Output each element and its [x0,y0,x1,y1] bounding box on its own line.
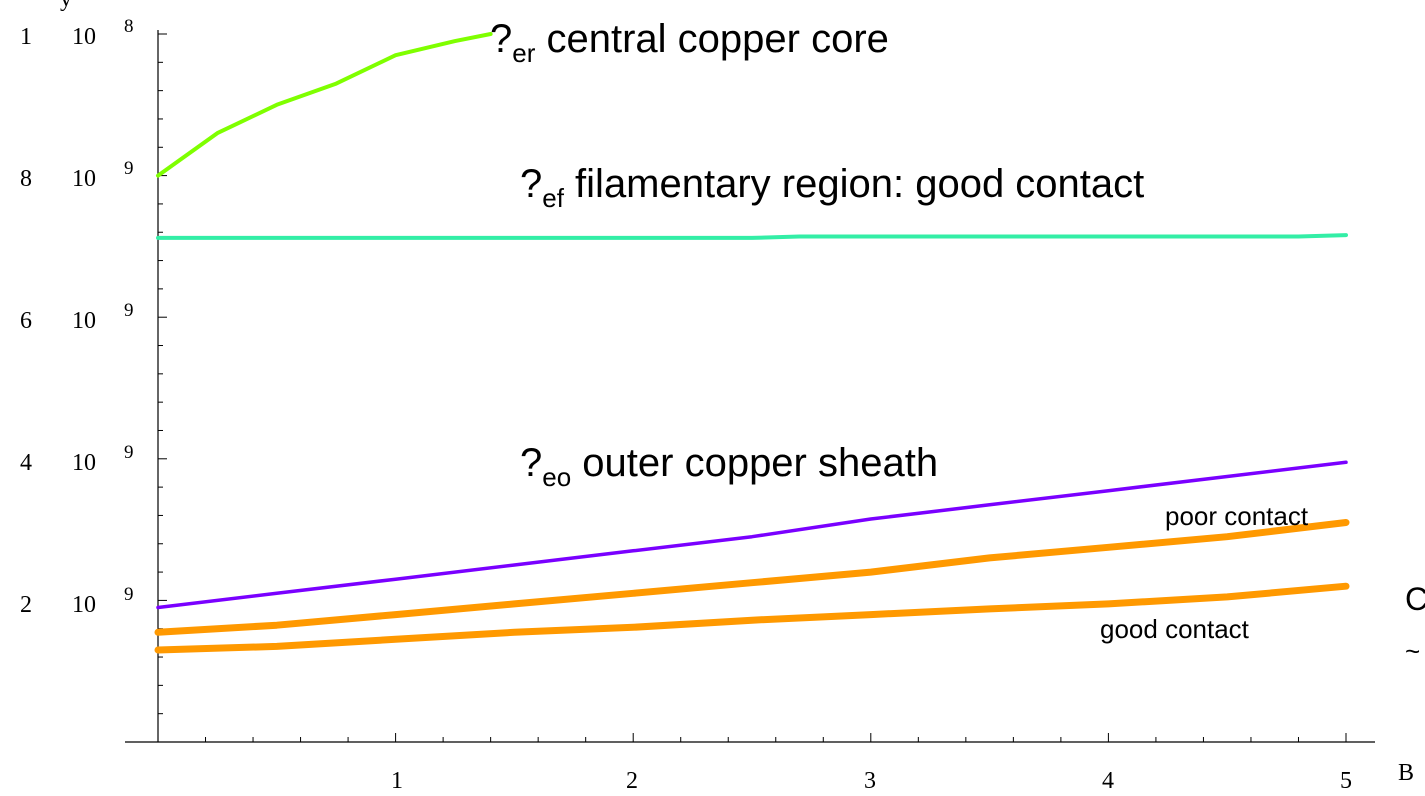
svg-text:10: 10 [72,592,96,618]
label-outer-copper-sheath: ?eo outer copper sheath [520,441,938,492]
label-good-contact: good contact [1100,614,1250,644]
svg-text:10: 10 [72,166,96,192]
svg-text:8: 8 [124,16,134,37]
svg-text:9: 9 [124,158,134,179]
x-tick-label: 5 [1340,768,1352,794]
series-line-outer-copper-sheath [156,460,1348,610]
y-tick-label: 6 10 9 [20,300,134,334]
svg-text:2: 2 [20,592,32,618]
y-axis-label: y [60,0,72,12]
y-tick-label: 4 10 9 [20,442,134,476]
x-tick-label: 3 [864,768,876,794]
svg-text:10: 10 [72,308,96,334]
svg-text:1: 1 [20,24,32,50]
x-tick-label: 4 [1102,768,1114,794]
x-tick-labels: 1 2 3 4 5 [391,768,1352,794]
svg-text:9: 9 [124,442,134,463]
svg-text:6: 6 [20,308,32,334]
label-filamentary-region: ?ef filamentary region: good contact [520,162,1144,213]
x-tick-label: 2 [626,768,638,794]
y-tick-label: 1 10 8 [20,16,134,50]
right-edge-tilde: ~ [1405,636,1420,666]
series-layer [154,32,1350,654]
svg-text:10: 10 [72,450,96,476]
svg-text:4: 4 [20,450,32,476]
series-line-central-copper-core [156,32,493,178]
series-line-good-contact [154,582,1350,654]
svg-text:8: 8 [20,166,32,192]
x-axis-label: B [1398,760,1414,786]
y-minor-ticks [158,33,167,715]
label-central-copper-core: ?er central copper core [490,17,889,68]
label-poor-contact: poor contact [1165,501,1309,531]
svg-text:9: 9 [124,300,134,321]
svg-text:9: 9 [124,584,134,605]
x-tick-label: 1 [391,768,403,794]
series-line-poor-contact [154,519,1350,636]
right-edge-label-fragment: C [1405,581,1425,617]
svg-text:10: 10 [72,24,96,50]
series-line-filamentary-region-good-contact [156,233,1348,240]
y-tick-label: 8 10 9 [20,158,134,192]
x-minor-ticks [205,733,1347,742]
y-tick-label: 2 10 9 [20,584,134,618]
y-tick-labels: 2 10 9 4 10 9 6 10 9 8 10 9 1 10 8 [20,16,134,618]
